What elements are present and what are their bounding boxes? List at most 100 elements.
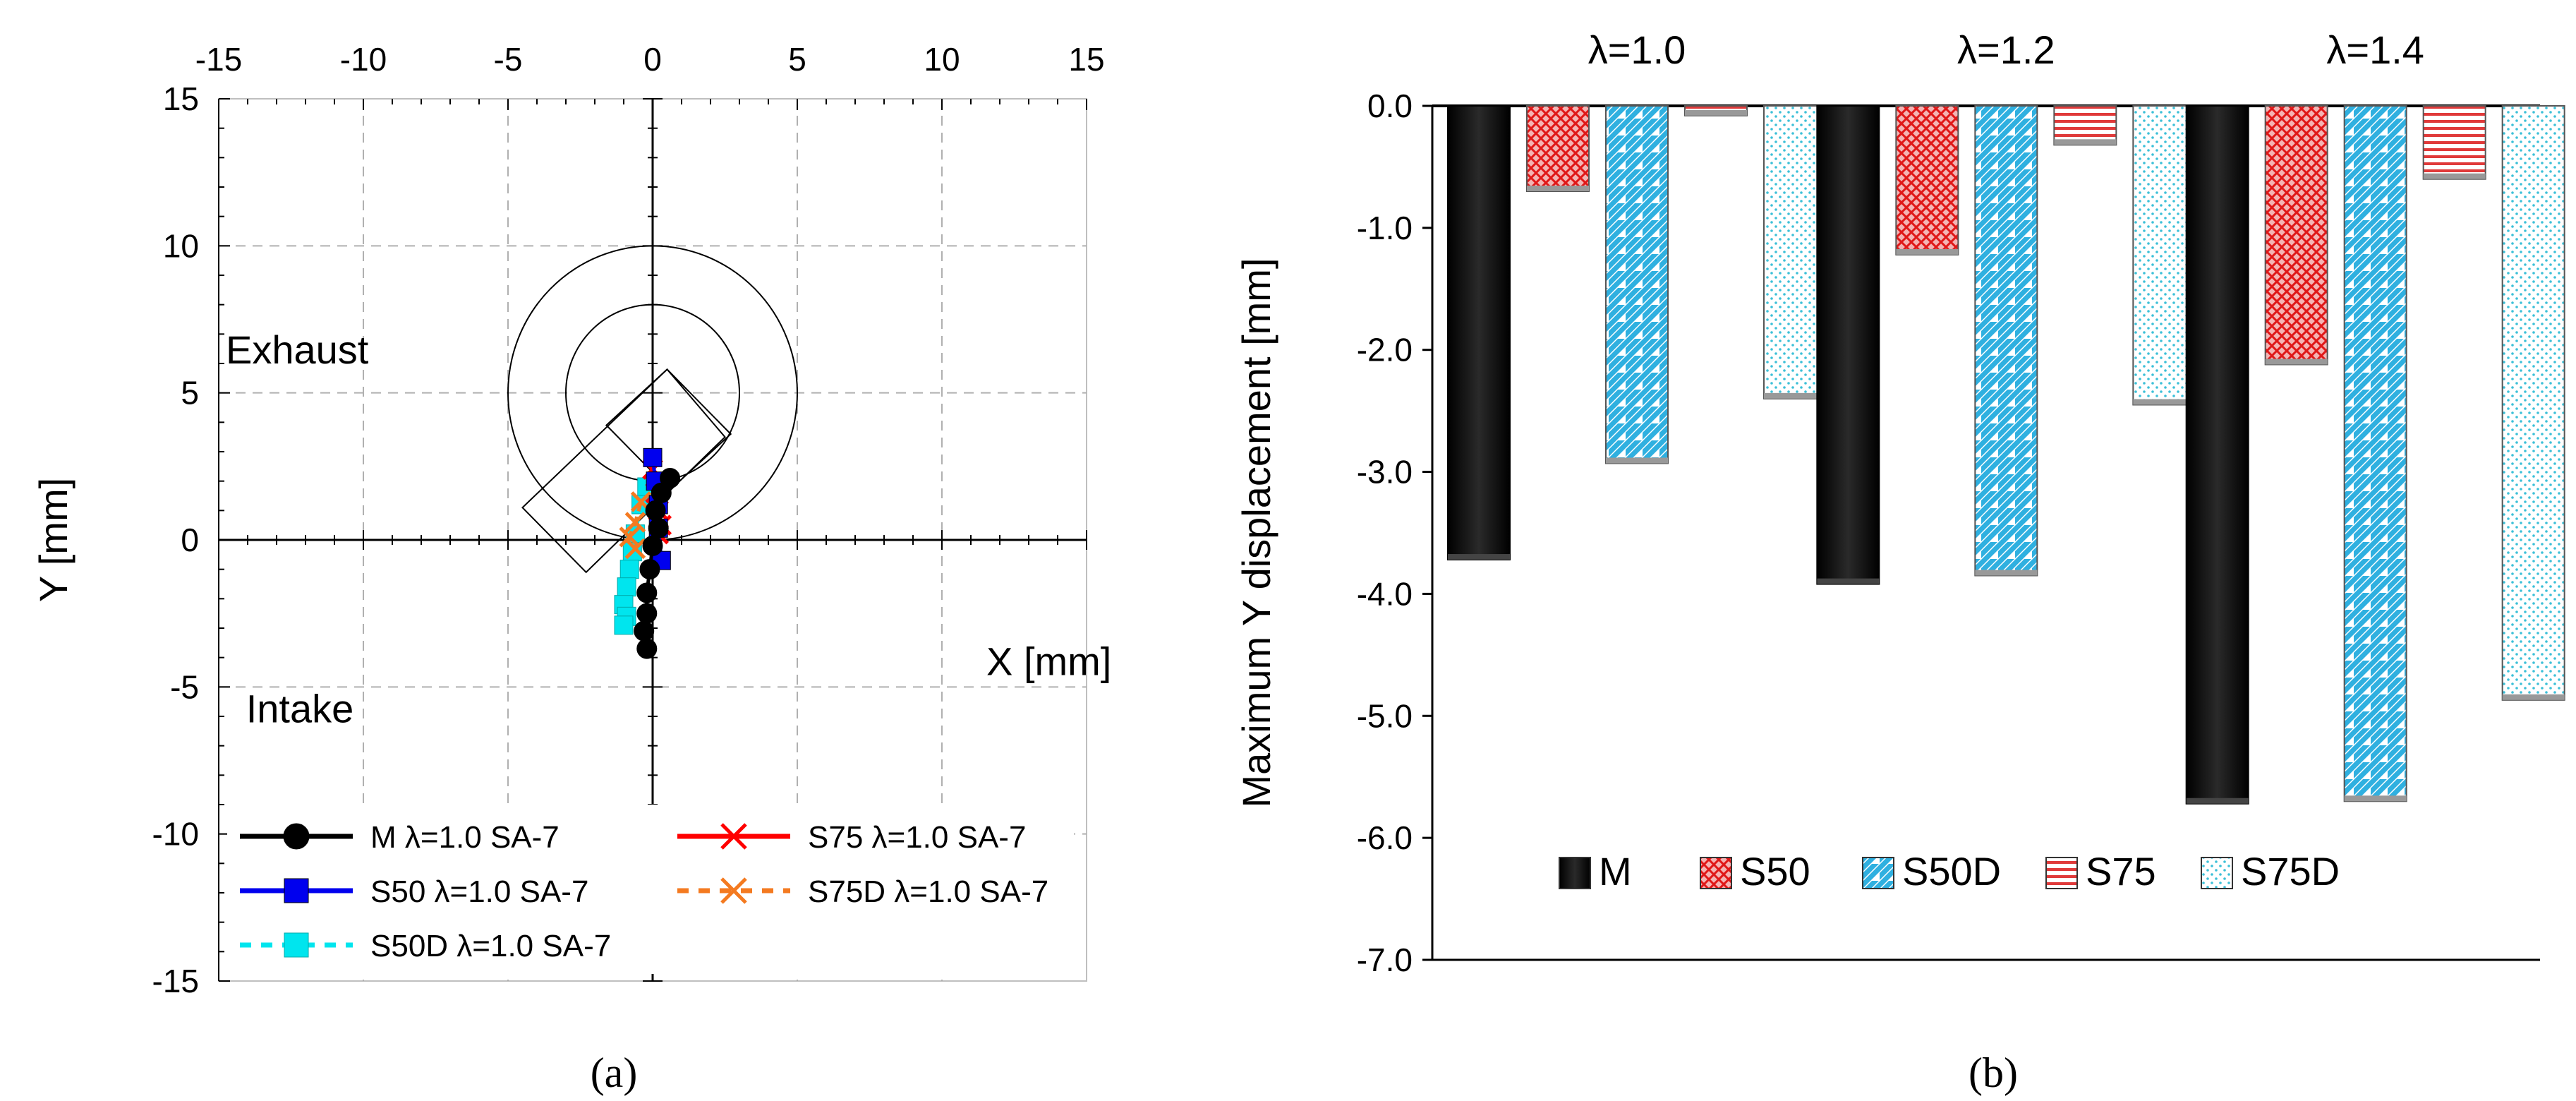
data-point <box>643 447 663 467</box>
bar-base <box>2133 399 2196 405</box>
y-tick-label: 15 <box>163 80 199 117</box>
y-tick-label: -4.0 <box>1357 575 1413 612</box>
legend-swatch-marker <box>720 823 747 850</box>
legend-label: S50 <box>1740 849 1810 894</box>
caption-a: (a) <box>591 1049 638 1096</box>
data-point <box>636 582 658 603</box>
bar-body <box>2422 105 2486 180</box>
x-tick-label: -10 <box>340 41 387 78</box>
x-tick-label: -5 <box>494 41 523 78</box>
legend-item-s75: S75 <box>2045 849 2156 894</box>
y-tick-label: 0 <box>181 522 199 558</box>
data-point <box>619 527 640 548</box>
x-tick-label: 10 <box>924 41 960 78</box>
panel-a-trajectory-plot: -15 -10 -5 0 5 10 15 15 10 5 0 -5 -10 -15 X [mm] Y [mm]… <box>31 41 1111 1096</box>
y-tick-label: -5.0 <box>1357 697 1413 734</box>
annotation-intake: Intake <box>246 686 354 730</box>
legend-swatch <box>1559 857 1591 889</box>
bar-s75-1 <box>1684 105 1748 116</box>
annotation-exhaust: Exhaust <box>226 327 369 372</box>
caption-b: (b) <box>1969 1049 2018 1096</box>
bar-s75-2 <box>2053 105 2117 146</box>
panel-b-bar-chart: 0.0 -1.0 -2.0 -3.0 -4.0 -5.0 -6.0 -7.0 Maximum Y… <box>1234 28 2565 1096</box>
x-tick-label: 15 <box>1068 41 1104 78</box>
bar-m-2 <box>1816 105 1880 585</box>
y-tick-label: -5 <box>170 668 199 705</box>
category-label: λ=1.2 <box>1957 28 2055 72</box>
legend-label: S50 λ=1.0 SA-7 <box>370 874 588 909</box>
legend-label: S50D λ=1.0 SA-7 <box>370 929 611 963</box>
y-tick-label: -10 <box>152 816 199 853</box>
y-tick-label: -7.0 <box>1357 941 1413 978</box>
bar-s50d-2 <box>1974 105 2038 577</box>
bar-body <box>2264 105 2328 366</box>
bar-base <box>1527 186 1589 191</box>
bar-s75-3 <box>2422 105 2486 180</box>
data-point <box>634 620 655 642</box>
bar-body <box>2053 105 2117 146</box>
y-tick-label: 10 <box>163 227 199 264</box>
legend-swatch-marker <box>720 877 747 904</box>
y-tick-label: 0.0 <box>1367 88 1413 124</box>
legend-item-s50: S50 <box>1700 849 1810 894</box>
data-point <box>636 638 658 659</box>
y-tick-label: -15 <box>152 963 199 999</box>
legend-label: M λ=1.0 SA-7 <box>370 820 560 855</box>
bar-base <box>2186 798 2249 804</box>
y-tick-label: -6.0 <box>1357 819 1413 856</box>
valve-outline <box>521 368 726 574</box>
data-point <box>619 560 639 579</box>
bar-s75d-3 <box>2501 105 2565 701</box>
bar-body <box>1895 105 1959 255</box>
data-point <box>651 482 672 503</box>
y-axis-label: Y [mm] <box>31 478 75 602</box>
legend-background <box>227 805 1074 974</box>
bar-body <box>1763 105 1827 399</box>
bar-s75d-1 <box>1763 105 1827 399</box>
y-tick-label: -3.0 <box>1357 454 1413 491</box>
legend-item-s75d: S75D <box>2201 849 2340 894</box>
legend-label: S75D <box>2241 849 2340 894</box>
x-axis-label: X [mm] <box>986 639 1111 684</box>
data-point <box>648 517 669 539</box>
y-tick-label: 5 <box>181 375 199 411</box>
legend-item: S75 λ=1.0 SA-7 <box>677 820 1026 855</box>
bar-s50d-1 <box>1605 105 1669 464</box>
y-tick-label: -1.0 <box>1357 210 1413 246</box>
bar-base <box>2423 173 2486 179</box>
bar-base <box>1685 109 1747 116</box>
legend-swatch <box>2201 857 2233 889</box>
data-point <box>636 603 658 624</box>
legend-label: S75 λ=1.0 SA-7 <box>808 820 1026 855</box>
bar-base <box>1896 248 1959 255</box>
data-point <box>614 615 634 635</box>
legend-swatch <box>1700 857 1732 889</box>
legend: M S50 S50D S75 S75D <box>1559 849 2340 894</box>
y-tick-label: -2.0 <box>1357 332 1413 368</box>
legend-item: S50 λ=1.0 SA-7 <box>240 874 588 909</box>
x-tick-label: 5 <box>788 41 806 78</box>
legend-swatch <box>1862 857 1894 889</box>
bar-m-1 <box>1447 105 1511 561</box>
data-point <box>617 577 636 597</box>
bar-body <box>1526 105 1590 192</box>
legend-label: S50D <box>1902 849 2001 894</box>
bar-base <box>2502 694 2565 700</box>
x-tick-label: -15 <box>195 41 242 78</box>
legend-item-s50d: S50D <box>1862 849 2001 894</box>
series-m <box>634 468 681 659</box>
legend-swatch <box>2045 857 2078 889</box>
data-point <box>624 512 646 533</box>
category-label: λ=1.4 <box>2326 28 2424 72</box>
category-label: λ=1.0 <box>1588 28 1686 72</box>
bar-base <box>2265 359 2328 365</box>
bar-base <box>1606 457 1668 464</box>
legend-item: S50D λ=1.0 SA-7 <box>240 929 611 963</box>
legend-item: S75D λ=1.0 SA-7 <box>677 874 1048 909</box>
bar-base <box>2344 795 2407 802</box>
data-point <box>639 559 660 580</box>
bar-s50d-3 <box>2343 105 2407 802</box>
bar-body <box>2132 105 2196 406</box>
bar-s75d-2 <box>2132 105 2196 406</box>
